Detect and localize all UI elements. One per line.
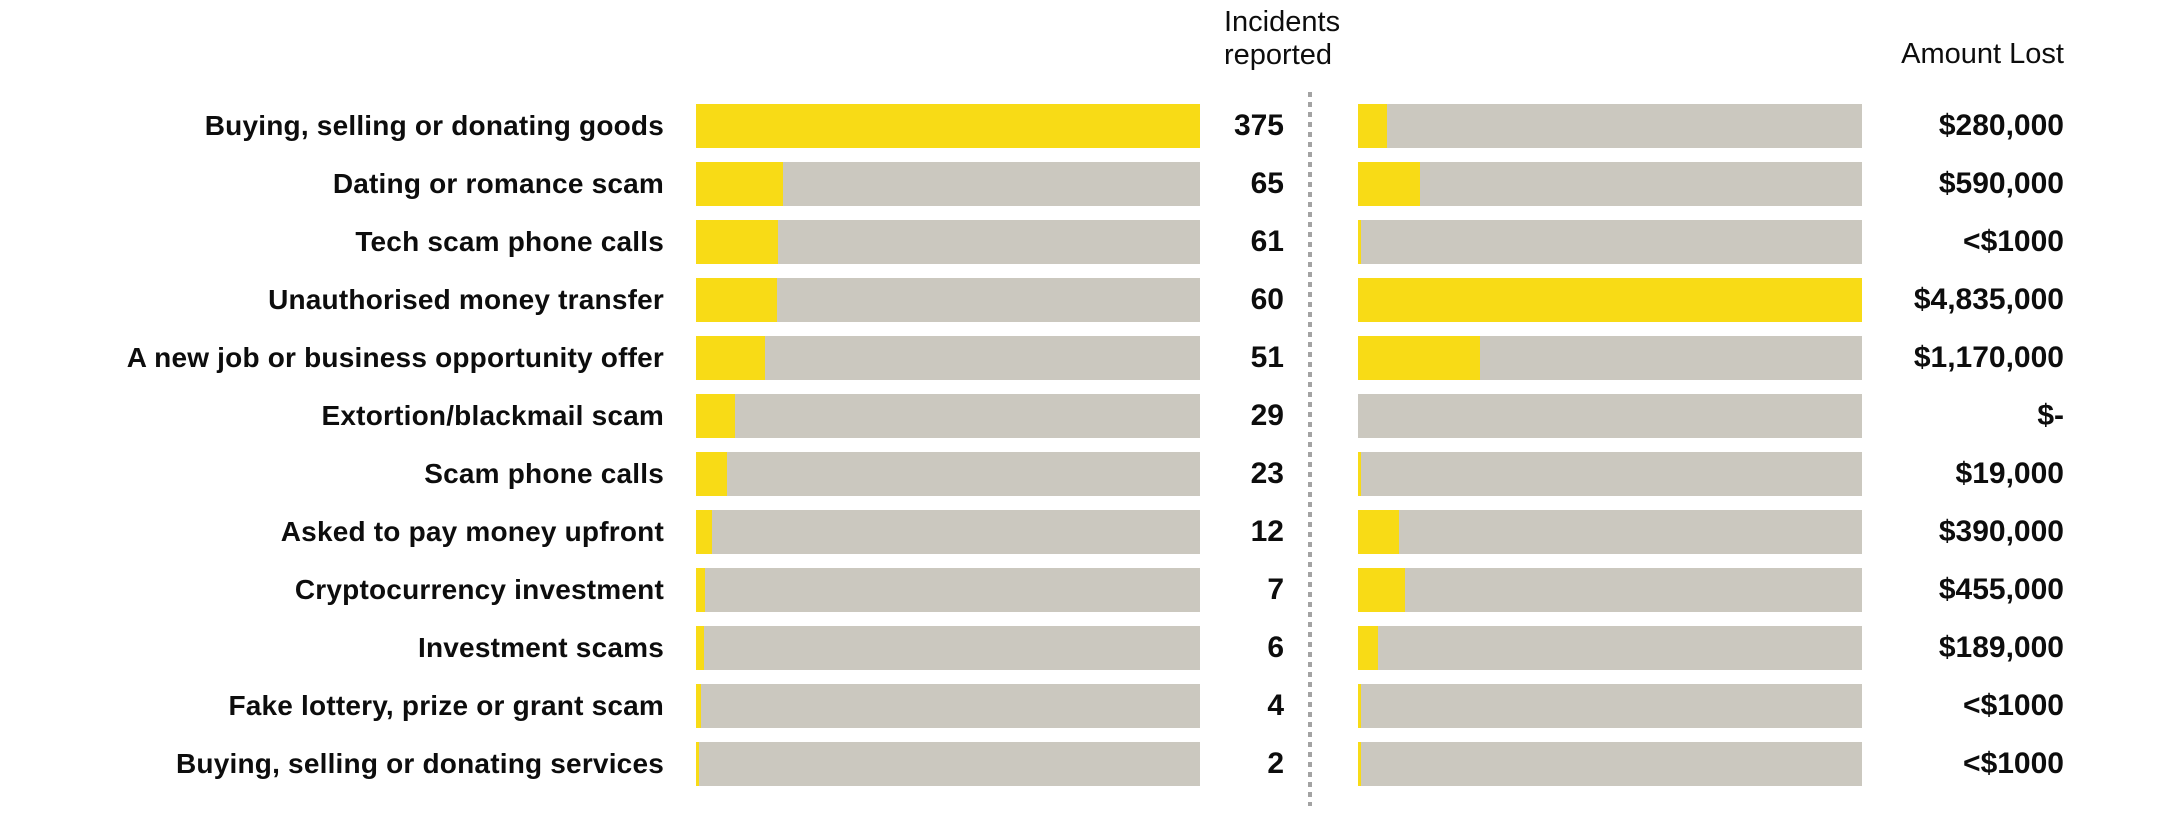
incidents-bar-track	[696, 568, 1200, 612]
chart-row: Investment scams 6 $189,000	[0, 619, 2163, 677]
incidents-bar-track	[696, 104, 1200, 148]
amount-bar-track	[1358, 162, 1862, 206]
amount-bar-fill	[1358, 162, 1420, 206]
incidents-bar-fill	[696, 452, 727, 496]
amount-bar-track	[1358, 220, 1862, 264]
amount-bar-track	[1358, 336, 1862, 380]
amount-bar-track	[1358, 568, 1862, 612]
incidents-bar-track	[696, 452, 1200, 496]
incidents-value: 61	[1250, 225, 1284, 258]
chart-rows: Buying, selling or donating goods 375 $280…	[0, 97, 2163, 793]
incidents-bar-fill	[696, 220, 778, 264]
incidents-bar-fill	[696, 278, 777, 322]
amount-lost-value: $19,000	[1955, 457, 2064, 490]
incidents-reported-column-header: Incidents reported	[1224, 6, 1341, 71]
category-label: Investment scams	[418, 632, 664, 663]
incidents-bar-track	[696, 684, 1200, 728]
amount-bar-fill	[1358, 104, 1388, 148]
amount-bar-fill	[1358, 742, 1361, 786]
incidents-value: 4	[1267, 689, 1284, 722]
incidents-bar-track	[696, 336, 1200, 380]
chart-row: Dating or romance scam 65 $590,000	[0, 155, 2163, 213]
amount-bar-track	[1358, 278, 1862, 322]
amount-bar-fill	[1358, 278, 1862, 322]
amount-bar-fill	[1358, 684, 1361, 728]
amount-bar-track	[1358, 684, 1862, 728]
amount-lost-value: <$1000	[1963, 747, 2064, 780]
incidents-bar-track	[696, 220, 1200, 264]
amount-lost-column-header: Amount Lost	[1901, 38, 2064, 70]
amount-lost-value: $4,835,000	[1913, 283, 2064, 316]
chart-row: Unauthorised money transfer 60 $4,835,000	[0, 271, 2163, 329]
amount-lost-value: $280,000	[1938, 109, 2064, 142]
amount-lost-value: $189,000	[1938, 631, 2064, 664]
amount-bar-fill	[1358, 626, 1378, 670]
amount-bar-fill	[1358, 510, 1399, 554]
amount-bar-fill	[1358, 336, 1480, 380]
incidents-bar-track	[696, 162, 1200, 206]
amount-lost-value: $390,000	[1938, 515, 2064, 548]
chart-row: A new job or business opportunity offer 5…	[0, 329, 2163, 387]
amount-bar-track	[1358, 510, 1862, 554]
category-label: A new job or business opportunity offer	[126, 342, 664, 373]
chart-row: Buying, selling or donating goods 375 $280…	[0, 97, 2163, 155]
amount-bar-fill	[1358, 452, 1361, 496]
dotted-column-divider	[1308, 92, 1312, 806]
incidents-value: 65	[1250, 167, 1284, 200]
incidents-value: 375	[1233, 109, 1284, 142]
incidents-bar-fill	[696, 162, 784, 206]
category-label: Cryptocurrency investment	[294, 574, 664, 605]
amount-bar-track	[1358, 452, 1862, 496]
incidents-value: 12	[1250, 515, 1284, 548]
amount-bar-fill	[1358, 220, 1361, 264]
category-label: Scam phone calls	[424, 458, 664, 489]
chart-row: Extortion/blackmail scam 29 $-	[0, 387, 2163, 445]
incidents-value: 51	[1250, 341, 1284, 374]
category-label: Dating or romance scam	[332, 168, 664, 199]
incidents-bar-fill	[696, 568, 706, 612]
category-label: Buying, selling or donating goods	[204, 110, 664, 141]
amount-lost-value: $1,170,000	[1913, 341, 2064, 374]
amount-bar-track	[1358, 742, 1862, 786]
incidents-value: 60	[1250, 283, 1284, 316]
amount-bar-track	[1358, 104, 1862, 148]
incidents-value: 2	[1267, 747, 1284, 780]
chart-row: Scam phone calls 23 $19,000	[0, 445, 2163, 503]
amount-lost-value: $455,000	[1938, 573, 2064, 606]
incidents-bar-track	[696, 278, 1200, 322]
amount-lost-value: <$1000	[1963, 689, 2064, 722]
category-label: Unauthorised money transfer	[268, 284, 664, 315]
incidents-value: 23	[1250, 457, 1284, 490]
chart-row: Cryptocurrency investment 7 $455,000	[0, 561, 2163, 619]
amount-bar-fill	[1358, 568, 1406, 612]
chart-row: Buying, selling or donating services 2 <$1…	[0, 735, 2163, 793]
incidents-bar-fill	[696, 684, 702, 728]
amount-bar-track	[1358, 626, 1862, 670]
incidents-bar-track	[696, 510, 1200, 554]
incidents-bar-fill	[696, 510, 713, 554]
amount-lost-value: $590,000	[1938, 167, 2064, 200]
category-label: Tech scam phone calls	[355, 226, 664, 257]
incidents-bar-fill	[696, 336, 765, 380]
incidents-value: 7	[1267, 573, 1284, 606]
incidents-bar-fill	[696, 626, 705, 670]
category-label: Buying, selling or donating services	[176, 748, 664, 779]
incidents-bar-fill	[696, 394, 735, 438]
amount-lost-value: <$1000	[1963, 225, 2064, 258]
incidents-value: 29	[1250, 399, 1284, 432]
amount-lost-value: $-	[2037, 399, 2064, 432]
amount-bar-track	[1358, 394, 1862, 438]
chart-row: Fake lottery, prize or grant scam 4 <$1000	[0, 677, 2163, 735]
incidents-bar-track	[696, 394, 1200, 438]
incidents-bar-fill	[696, 104, 1200, 148]
category-label: Fake lottery, prize or grant scam	[228, 690, 664, 721]
incidents-bar-track	[696, 742, 1200, 786]
category-label: Asked to pay money upfront	[280, 516, 664, 547]
category-label: Extortion/blackmail scam	[321, 400, 664, 431]
incidents-bar-track	[696, 626, 1200, 670]
incidents-bar-fill	[696, 742, 699, 786]
chart-row: Tech scam phone calls 61 <$1000	[0, 213, 2163, 271]
incidents-value: 6	[1267, 631, 1284, 664]
chart-row: Asked to pay money upfront 12 $390,000	[0, 503, 2163, 561]
